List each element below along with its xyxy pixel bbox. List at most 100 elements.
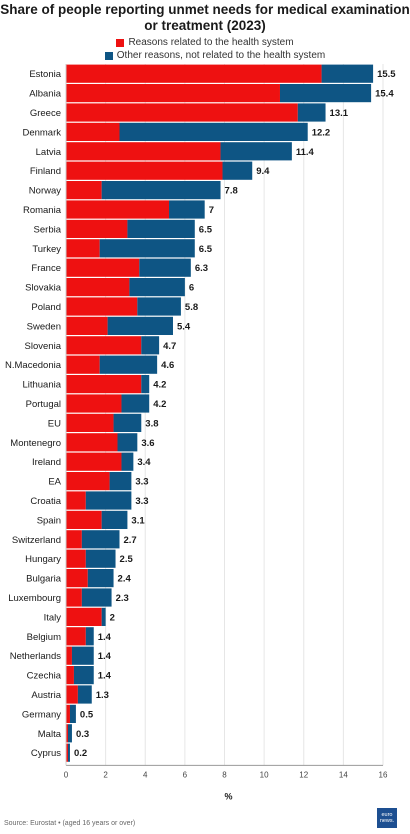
value-label-13: 5.4 xyxy=(177,321,191,332)
source-note: Source: Eurostat • (aged 16 years or ove… xyxy=(4,820,136,827)
category-label-26: Bulgaria xyxy=(26,574,62,585)
bar-health-12 xyxy=(66,297,138,316)
bar-other-14 xyxy=(141,336,160,355)
category-label-11: Slovakia xyxy=(25,283,62,294)
category-label-32: Austria xyxy=(31,690,61,701)
category-label-0: Estonia xyxy=(29,69,61,80)
bar-health-15 xyxy=(66,355,100,374)
value-label-15: 4.6 xyxy=(161,360,174,371)
bar-health-20 xyxy=(66,452,122,471)
bar-other-19 xyxy=(117,433,138,452)
category-label-19: Montenegro xyxy=(10,438,61,449)
bar-health-33 xyxy=(66,704,70,723)
chart-title: Share of people reporting unmet needs fo… xyxy=(0,2,410,33)
value-label-35: 0.2 xyxy=(74,748,87,759)
bar-health-13 xyxy=(66,316,108,335)
bar-other-16 xyxy=(141,375,150,394)
value-label-31: 1.4 xyxy=(98,671,112,682)
bar-other-9 xyxy=(99,239,195,258)
legend-swatch-other xyxy=(104,51,113,60)
category-label-25: Hungary xyxy=(25,554,61,565)
bar-other-4 xyxy=(220,142,292,161)
bar-other-17 xyxy=(121,394,150,413)
bar-other-30 xyxy=(71,646,94,665)
bar-other-27 xyxy=(81,588,112,607)
value-label-0: 15.5 xyxy=(377,69,396,80)
bar-other-11 xyxy=(129,278,185,297)
bar-other-5 xyxy=(222,161,253,180)
value-label-23: 3.1 xyxy=(131,515,145,526)
legend-label-other: Other reasons, not related to the health… xyxy=(116,50,326,61)
bar-health-28 xyxy=(66,607,102,626)
value-label-17: 4.2 xyxy=(153,399,166,410)
category-label-5: Finland xyxy=(30,166,61,177)
bar-health-7 xyxy=(66,200,170,219)
bar-health-29 xyxy=(66,627,86,646)
legend-item-other: Other reasons, not related to the health… xyxy=(0,49,410,62)
bar-other-7 xyxy=(169,200,205,219)
category-label-1: Albania xyxy=(29,89,61,100)
bar-health-11 xyxy=(66,278,130,297)
value-label-11: 6 xyxy=(189,283,194,294)
category-label-4: Latvia xyxy=(36,147,62,158)
bar-other-35 xyxy=(67,743,70,762)
bar-other-0 xyxy=(321,64,374,83)
bar-health-6 xyxy=(66,181,102,200)
x-tick-label-1: 2 xyxy=(103,770,108,779)
category-label-10: France xyxy=(31,263,61,274)
value-label-16: 4.2 xyxy=(153,380,166,391)
legend: Reasons related to the health system Oth… xyxy=(0,36,410,62)
category-label-30: Netherlands xyxy=(10,651,61,662)
bar-health-16 xyxy=(66,375,142,394)
legend-item-health: Reasons related to the health system xyxy=(0,36,410,49)
bar-health-5 xyxy=(66,161,223,180)
bar-health-21 xyxy=(66,472,110,491)
bar-health-2 xyxy=(66,103,298,122)
x-tick-label-8: 16 xyxy=(379,770,388,779)
bar-other-8 xyxy=(127,219,195,238)
category-label-16: Lithuania xyxy=(22,380,61,391)
category-label-7: Romania xyxy=(23,205,62,216)
value-label-22: 3.3 xyxy=(135,496,148,507)
category-label-21: EA xyxy=(48,477,61,488)
category-label-13: Sweden xyxy=(27,321,61,332)
bar-health-0 xyxy=(66,64,322,83)
category-label-24: Switzerland xyxy=(12,535,61,546)
category-label-3: Denmark xyxy=(22,127,61,138)
bar-health-3 xyxy=(66,122,120,141)
value-label-5: 9.4 xyxy=(256,166,270,177)
bar-other-20 xyxy=(121,452,134,471)
bar-other-10 xyxy=(139,258,191,277)
value-label-2: 13.1 xyxy=(330,108,349,119)
category-label-27: Luxembourg xyxy=(8,593,61,604)
value-label-26: 2.4 xyxy=(118,574,132,585)
bar-other-3 xyxy=(119,122,308,141)
bar-health-35 xyxy=(66,743,68,762)
bar-health-27 xyxy=(66,588,82,607)
euronews-logo: euro news. xyxy=(377,808,397,828)
value-label-3: 12.2 xyxy=(312,127,331,138)
logo-line-1: euro xyxy=(381,812,393,818)
value-label-25: 2.5 xyxy=(120,554,134,565)
value-label-7: 7 xyxy=(209,205,214,216)
bar-health-19 xyxy=(66,433,118,452)
bar-other-24 xyxy=(81,530,120,549)
bar-other-31 xyxy=(73,666,94,685)
x-tick-label-7: 14 xyxy=(339,770,348,779)
value-label-20: 3.4 xyxy=(137,457,151,468)
value-label-32: 1.3 xyxy=(96,690,109,701)
category-label-2: Greece xyxy=(30,108,61,119)
bar-other-21 xyxy=(109,472,132,491)
value-label-10: 6.3 xyxy=(195,263,208,274)
value-label-1: 15.4 xyxy=(375,89,394,100)
bar-health-30 xyxy=(66,646,72,665)
category-label-14: Slovenia xyxy=(25,341,62,352)
category-label-15: N.Macedonia xyxy=(5,360,62,371)
value-label-24: 2.7 xyxy=(123,535,136,546)
x-tick-label-4: 8 xyxy=(222,770,227,779)
value-label-34: 0.3 xyxy=(76,729,89,740)
category-label-34: Malta xyxy=(38,729,62,740)
bar-health-22 xyxy=(66,491,86,510)
category-label-18: EU xyxy=(48,418,61,429)
